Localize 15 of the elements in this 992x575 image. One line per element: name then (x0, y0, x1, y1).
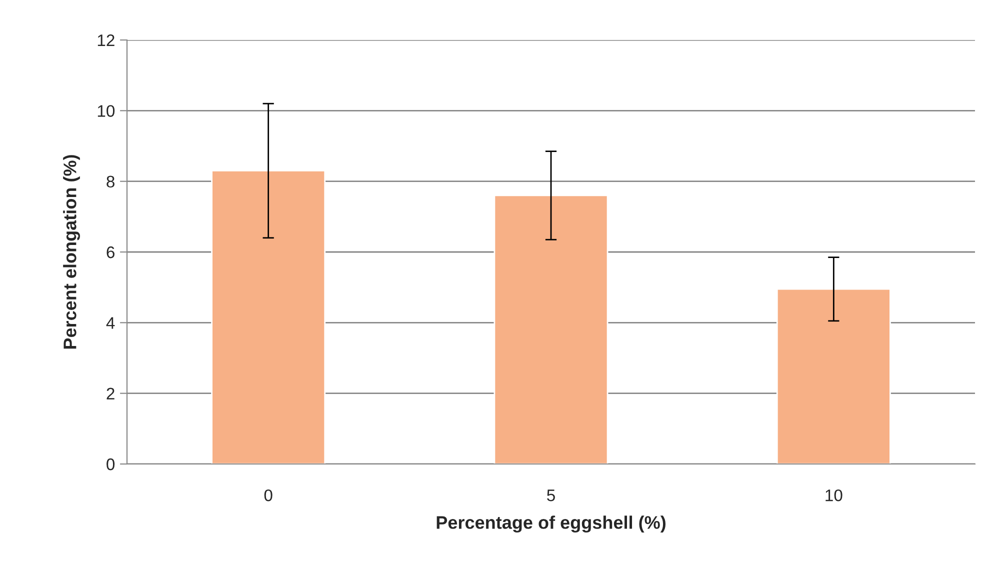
bar (776, 288, 891, 464)
y-tick-label: 10 (98, 105, 115, 117)
x-tick-label: 5 (547, 490, 555, 502)
x-tick-label: 10 (826, 489, 842, 502)
y-tick-label: 12 (98, 34, 114, 46)
x-axis-title: Percentage of eggshell (%) (436, 516, 666, 533)
y-tick-label: 4 (106, 317, 115, 329)
y-tick-label: 6 (106, 246, 114, 258)
y-tick-label: 8 (106, 176, 114, 188)
y-axis-title: Percent elongation (%) (63, 155, 80, 349)
bar (494, 194, 608, 464)
x-tick-label: 0 (264, 489, 272, 502)
y-tick-label: 0 (106, 458, 115, 470)
y-tick-label: 2 (106, 388, 114, 400)
bar (211, 170, 326, 464)
